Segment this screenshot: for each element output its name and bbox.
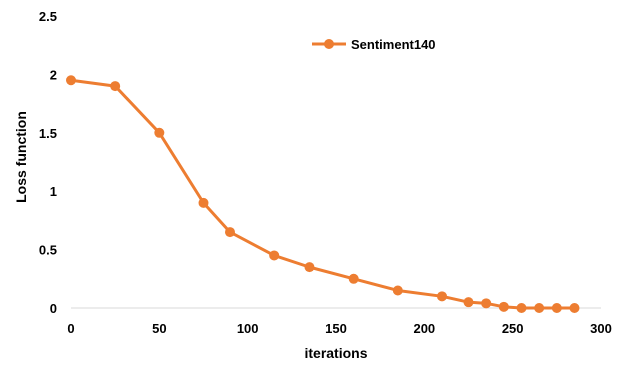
x-tick-label: 300 bbox=[590, 321, 612, 336]
series-layer bbox=[66, 75, 580, 313]
data-point[interactable] bbox=[348, 273, 359, 284]
data-point[interactable] bbox=[154, 127, 165, 138]
legend-label: Sentiment140 bbox=[351, 37, 436, 52]
x-tick-label: 200 bbox=[413, 321, 435, 336]
data-point[interactable] bbox=[225, 227, 235, 238]
legend[interactable]: Sentiment140 bbox=[312, 37, 436, 52]
data-point[interactable] bbox=[392, 285, 403, 296]
x-tick-label: 100 bbox=[237, 321, 259, 336]
x-axis-title: iterations bbox=[304, 345, 367, 361]
y-tick-label: 1 bbox=[50, 184, 57, 199]
y-tick-label: 2.5 bbox=[39, 9, 57, 24]
legend-point-marker bbox=[324, 39, 334, 49]
data-point[interactable] bbox=[269, 250, 280, 261]
data-point[interactable] bbox=[463, 297, 474, 308]
data-point[interactable] bbox=[437, 291, 447, 302]
x-tick-label: 50 bbox=[152, 321, 166, 336]
y-axis-title: Loss function bbox=[13, 111, 29, 203]
x-axis-ticks: 0 50 100 150 200 250 300 bbox=[67, 321, 611, 336]
series-line bbox=[70, 78, 575, 310]
data-point[interactable] bbox=[481, 298, 492, 309]
data-point[interactable] bbox=[110, 81, 121, 92]
y-tick-label: 2 bbox=[50, 67, 57, 82]
y-tick-label: 0.5 bbox=[39, 243, 57, 258]
y-axis-ticks: 0 0.5 1 1.5 2 2.5 bbox=[39, 9, 57, 316]
y-tick-label: 0 bbox=[50, 301, 57, 316]
data-point[interactable] bbox=[304, 262, 315, 273]
data-point[interactable] bbox=[516, 303, 527, 313]
data-point[interactable] bbox=[498, 301, 509, 312]
y-tick-label: 1.5 bbox=[39, 126, 57, 141]
data-point[interactable] bbox=[198, 197, 209, 208]
data-point[interactable] bbox=[534, 303, 545, 313]
x-tick-label: 0 bbox=[67, 321, 74, 336]
data-point[interactable] bbox=[66, 75, 76, 86]
data-point[interactable] bbox=[551, 303, 562, 313]
x-tick-label: 150 bbox=[325, 321, 347, 336]
data-point[interactable] bbox=[569, 303, 580, 313]
x-tick-label: 250 bbox=[502, 321, 524, 336]
